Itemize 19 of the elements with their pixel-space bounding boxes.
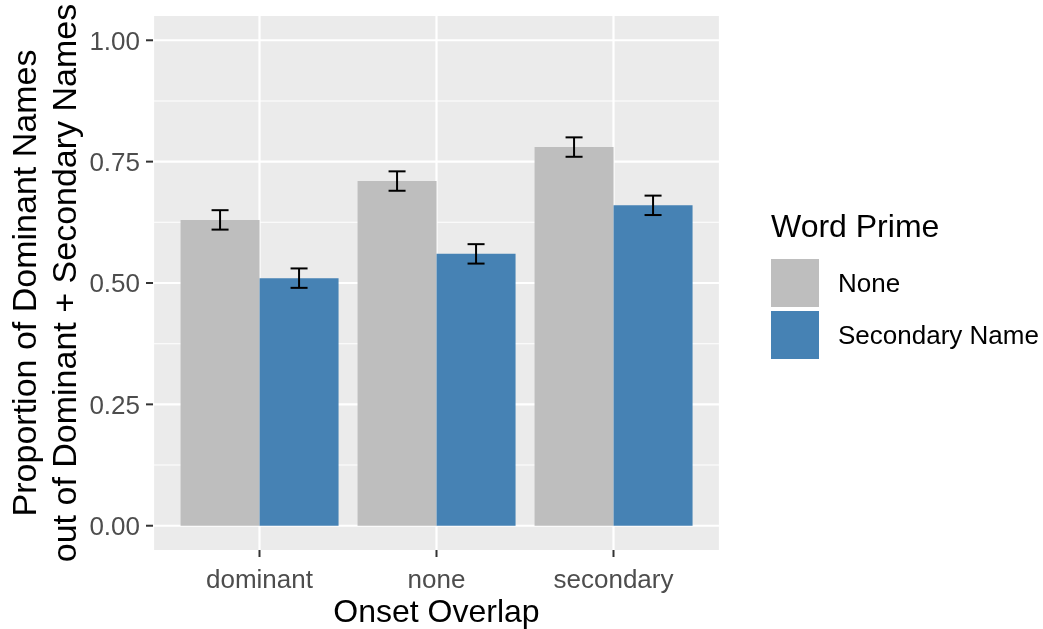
legend-title: Word Prime <box>771 207 941 245</box>
legend-label: Secondary Name <box>838 319 1039 351</box>
bar <box>180 219 260 526</box>
bar <box>357 181 437 526</box>
bar <box>613 205 693 526</box>
bar <box>534 147 614 526</box>
legend-label: None <box>838 267 901 299</box>
y-tick-label: 0.00 <box>89 511 140 542</box>
y-tick-label: 0.75 <box>89 147 140 177</box>
y-tick-label: 1.00 <box>89 25 140 56</box>
x-tick-label: none <box>407 564 466 594</box>
y-axis-title: Proportion of Dominant Names out of Dominant + Secondary Names <box>5 3 83 563</box>
x-tick-label: dominant <box>206 564 314 594</box>
x-axis-title: Onset Overlap <box>333 593 540 629</box>
y-tick-label: 0.50 <box>89 268 140 299</box>
bar <box>436 253 516 526</box>
x-tick-label: secondary <box>553 564 674 594</box>
y-tick-label: 0.25 <box>89 389 140 420</box>
bar <box>259 278 339 526</box>
